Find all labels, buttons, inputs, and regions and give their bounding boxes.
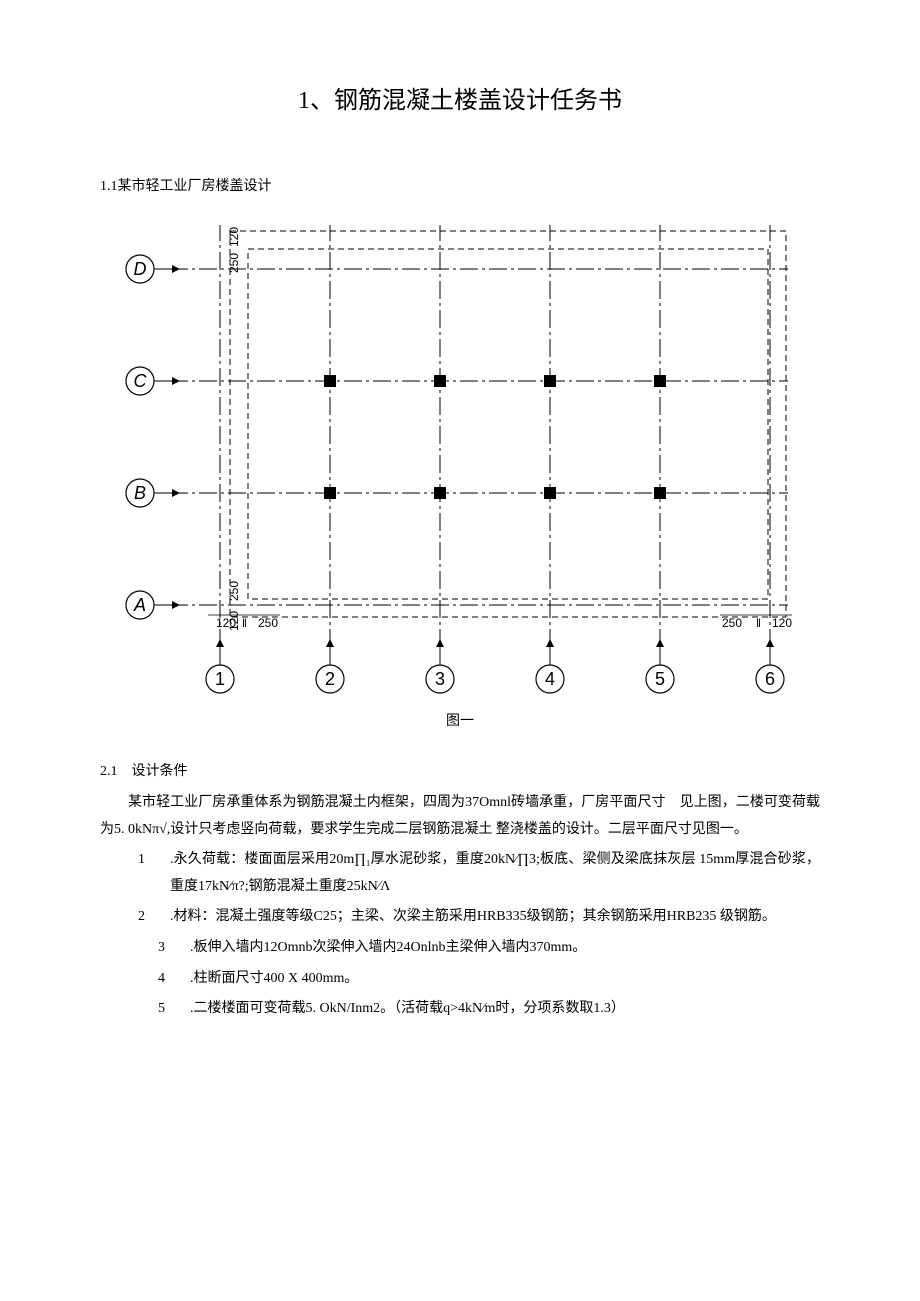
list-item-text: .材料：混凝土强度等级C25；主梁、次梁主筋采用HRB335级钢筋；其余钢筋采用… bbox=[170, 904, 820, 931]
svg-text:B: B bbox=[134, 483, 146, 503]
structural-plan-diagram: ABCD123456120250250120120‖250250‖120 bbox=[100, 225, 820, 700]
svg-text:250: 250 bbox=[227, 253, 241, 273]
list-item: 2.材料：混凝土强度等级C25；主梁、次梁主筋采用HRB335级钢筋；其余钢筋采… bbox=[100, 904, 820, 931]
list-item-text: .二楼楼面可变荷载5. OkN/Inm2。（活荷载q>4kN∕m时，分项系数取1… bbox=[190, 996, 820, 1023]
intro-paragraph: 某市轻工业厂房承重体系为钢筋混凝土内框架，四周为37Omnl砖墙承重，厂房平面尺… bbox=[100, 790, 820, 843]
svg-text:120: 120 bbox=[772, 616, 792, 630]
list-item-number: 4 bbox=[130, 966, 190, 993]
svg-text:250: 250 bbox=[722, 616, 742, 630]
svg-text:6: 6 bbox=[765, 669, 775, 689]
list-item: 5.二楼楼面可变荷载5. OkN/Inm2。（活荷载q>4kN∕m时，分项系数取… bbox=[100, 996, 820, 1023]
section-subtitle: 1.1某市轻工业厂房楼盖设计 bbox=[100, 175, 820, 195]
list-item-number: 3 bbox=[130, 935, 190, 962]
svg-text:‖: ‖ bbox=[756, 616, 761, 630]
svg-text:2: 2 bbox=[325, 669, 335, 689]
svg-text:250: 250 bbox=[227, 581, 241, 601]
svg-text:C: C bbox=[134, 371, 148, 391]
svg-text:5: 5 bbox=[655, 669, 665, 689]
list-item-text: .柱断面尺寸400 X 400mm。 bbox=[190, 966, 820, 993]
svg-text:A: A bbox=[133, 595, 146, 615]
svg-text:D: D bbox=[134, 259, 147, 279]
svg-text:120: 120 bbox=[227, 227, 241, 247]
list-item: 1.永久荷载：楼面面层采用20m∏₁厚水泥砂浆，重度20kN∕∏3;板底、梁侧及… bbox=[100, 847, 820, 900]
section-heading: 2.1 设计条件 bbox=[100, 760, 820, 780]
list-item-number: 1 bbox=[110, 847, 170, 900]
figure-caption: 图一 bbox=[100, 710, 820, 730]
list-item-number: 2 bbox=[110, 904, 170, 931]
list-item-text: .板伸入墙内12Omnb次梁伸入墙内24Onlnb主梁伸入墙内370mm。 bbox=[190, 935, 820, 962]
svg-text:‖: ‖ bbox=[242, 616, 247, 630]
list-item: 4.柱断面尺寸400 X 400mm。 bbox=[100, 966, 820, 993]
svg-text:250: 250 bbox=[258, 616, 278, 630]
list-item: 3.板伸入墙内12Omnb次梁伸入墙内24Onlnb主梁伸入墙内370mm。 bbox=[100, 935, 820, 962]
svg-text:4: 4 bbox=[545, 669, 555, 689]
list-item-number: 5 bbox=[130, 996, 190, 1023]
svg-text:120: 120 bbox=[216, 616, 236, 630]
svg-text:1: 1 bbox=[215, 669, 225, 689]
list-item-text: .永久荷载：楼面面层采用20m∏₁厚水泥砂浆，重度20kN∕∏3;板底、梁侧及梁… bbox=[170, 847, 820, 900]
svg-text:3: 3 bbox=[435, 669, 445, 689]
document-title: 1、钢筋混凝土楼盖设计任务书 bbox=[100, 80, 820, 115]
